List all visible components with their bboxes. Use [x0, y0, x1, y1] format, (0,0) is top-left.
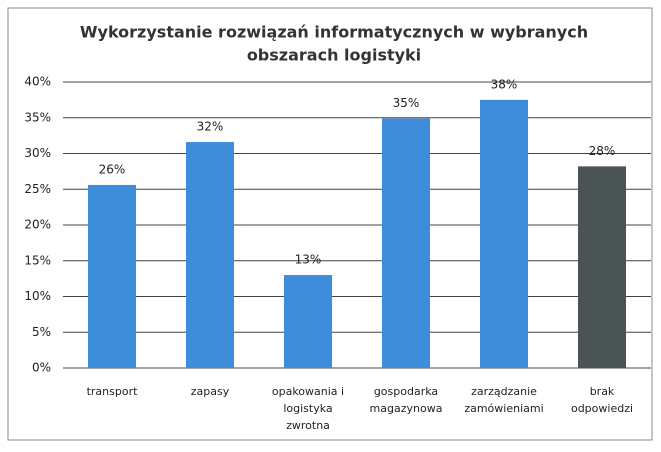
bar	[578, 166, 626, 368]
data-label: 28%	[589, 144, 616, 158]
y-tick-label: 35%	[24, 110, 51, 124]
bar	[88, 184, 136, 368]
y-tick-label: 40%	[24, 75, 51, 89]
x-tick-label: magazynowa	[370, 402, 443, 415]
x-tick-label: zapasy	[191, 385, 230, 398]
x-tick-label: brak	[590, 385, 615, 398]
bar	[186, 142, 234, 368]
chart-title: obszarach logistyki	[247, 46, 421, 65]
y-tick-label: 20%	[24, 218, 51, 232]
y-tick-label: 30%	[24, 146, 51, 160]
x-tick-label: transport	[87, 385, 139, 398]
x-tick-label: opakowania i	[272, 385, 344, 398]
x-tick-label: logistyka	[283, 402, 332, 415]
x-tick-label: odpowiedzi	[571, 402, 633, 415]
y-tick-label: 5%	[32, 325, 51, 339]
data-label: 26%	[99, 162, 126, 176]
bar	[284, 275, 332, 368]
bar	[382, 118, 430, 368]
bar	[480, 99, 528, 368]
data-label: 32%	[197, 120, 224, 134]
y-tick-label: 25%	[24, 182, 51, 196]
x-tick-label: gospodarka	[374, 385, 438, 398]
data-label: 35%	[393, 96, 420, 110]
x-tick-label: zwrotna	[286, 419, 330, 432]
y-tick-label: 10%	[24, 289, 51, 303]
chart-title: Wykorzystanie rozwiązań informatycznych …	[80, 23, 588, 42]
data-label: 38%	[491, 77, 518, 91]
x-tick-label: zarządzanie	[471, 385, 537, 398]
data-label: 13%	[295, 253, 322, 267]
y-tick-label: 0%	[32, 361, 51, 375]
y-tick-label: 15%	[24, 253, 51, 267]
x-tick-label: zamówieniami	[464, 402, 543, 415]
